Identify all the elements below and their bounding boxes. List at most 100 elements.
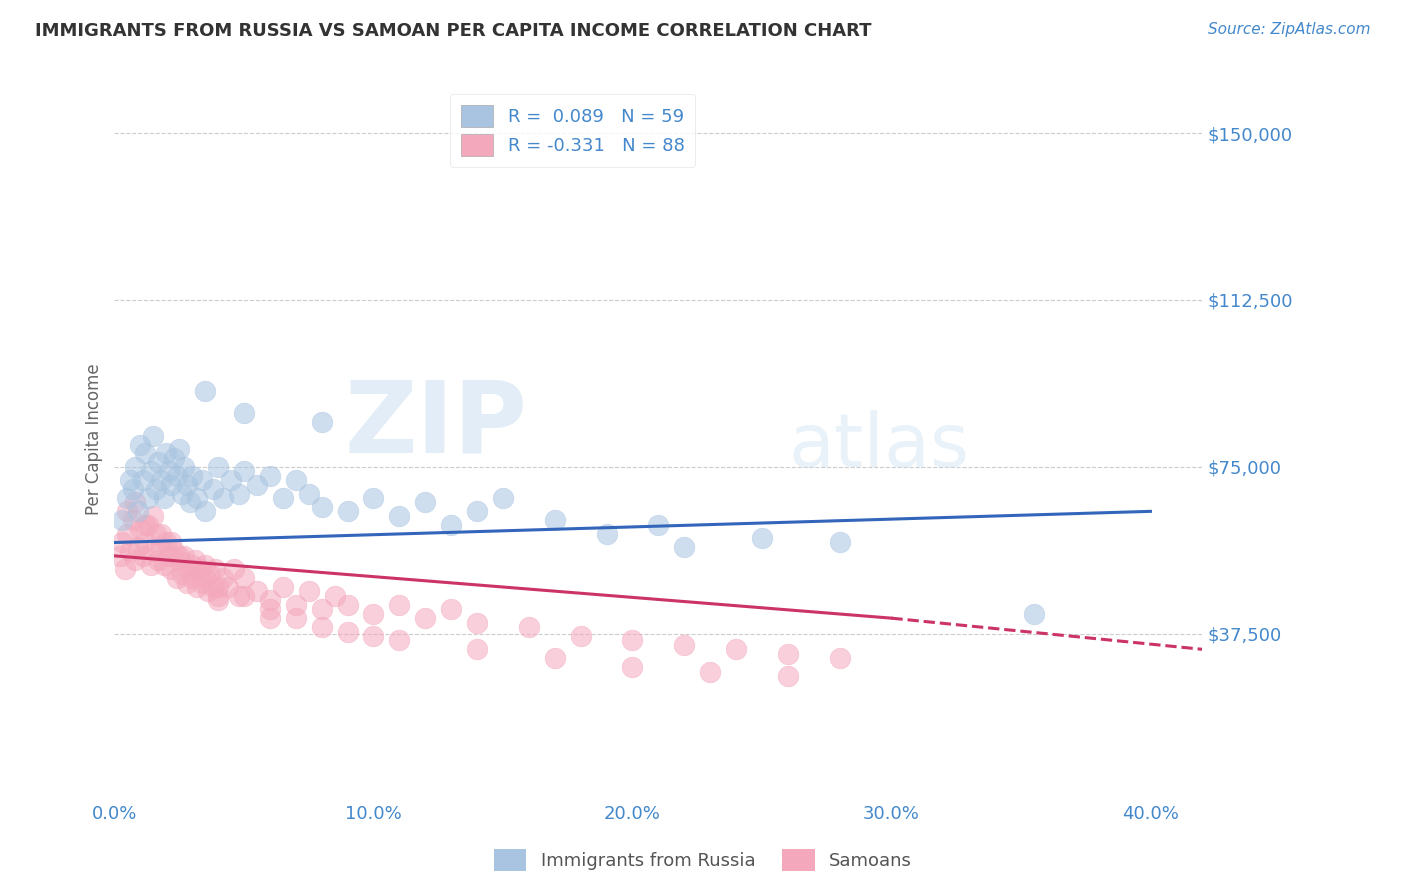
Point — [363, 491, 385, 505]
Point — [142, 508, 165, 523]
Point — [336, 598, 359, 612]
Point — [212, 491, 235, 505]
Point — [232, 571, 254, 585]
Point — [724, 642, 747, 657]
Point — [188, 562, 211, 576]
Point — [207, 593, 229, 607]
Point — [776, 669, 799, 683]
Point — [232, 589, 254, 603]
Point — [776, 647, 799, 661]
Point — [544, 651, 567, 665]
Point — [284, 473, 307, 487]
Point — [166, 571, 188, 585]
Point — [197, 584, 219, 599]
Point — [124, 553, 146, 567]
Point — [298, 584, 321, 599]
Point — [145, 482, 167, 496]
Point — [699, 665, 721, 679]
Point — [194, 571, 217, 585]
Point — [194, 384, 217, 399]
Point — [621, 633, 644, 648]
Point — [157, 464, 180, 478]
Point — [336, 504, 359, 518]
Point — [363, 607, 385, 621]
Point — [129, 437, 152, 451]
Point — [117, 491, 139, 505]
Point — [152, 558, 174, 572]
Point — [465, 504, 488, 518]
Point — [595, 526, 617, 541]
Point — [160, 535, 183, 549]
Point — [191, 473, 214, 487]
Text: atlas: atlas — [789, 409, 970, 483]
Point — [200, 566, 222, 581]
Point — [145, 526, 167, 541]
Point — [388, 598, 411, 612]
Point — [186, 491, 208, 505]
Point — [132, 473, 155, 487]
Point — [179, 562, 201, 576]
Text: ZIP: ZIP — [344, 376, 527, 473]
Point — [152, 491, 174, 505]
Point — [569, 629, 592, 643]
Point — [284, 598, 307, 612]
Point — [160, 562, 183, 576]
Point — [284, 611, 307, 625]
Point — [544, 513, 567, 527]
Point — [465, 615, 488, 630]
Point — [465, 642, 488, 657]
Point — [194, 504, 217, 518]
Point — [1022, 607, 1045, 621]
Point — [232, 464, 254, 478]
Point — [647, 517, 669, 532]
Point — [246, 477, 269, 491]
Point — [207, 580, 229, 594]
Point — [124, 459, 146, 474]
Point — [207, 459, 229, 474]
Point — [176, 575, 198, 590]
Point — [170, 486, 193, 500]
Point — [121, 513, 143, 527]
Point — [751, 531, 773, 545]
Point — [311, 500, 333, 514]
Point — [311, 620, 333, 634]
Point — [271, 580, 294, 594]
Point — [259, 611, 281, 625]
Point — [228, 589, 250, 603]
Point — [207, 589, 229, 603]
Point — [117, 526, 139, 541]
Point — [167, 553, 190, 567]
Point — [201, 580, 224, 594]
Point — [413, 495, 436, 509]
Point — [194, 558, 217, 572]
Point — [173, 459, 195, 474]
Point — [828, 535, 851, 549]
Point — [388, 508, 411, 523]
Point — [259, 602, 281, 616]
Point — [673, 540, 696, 554]
Point — [150, 526, 173, 541]
Point — [413, 611, 436, 625]
Point — [160, 477, 183, 491]
Y-axis label: Per Capita Income: Per Capita Income — [86, 363, 103, 515]
Point — [259, 593, 281, 607]
Point — [127, 504, 149, 518]
Point — [136, 517, 159, 532]
Text: IMMIGRANTS FROM RUSSIA VS SAMOAN PER CAPITA INCOME CORRELATION CHART: IMMIGRANTS FROM RUSSIA VS SAMOAN PER CAP… — [35, 22, 872, 40]
Text: Source: ZipAtlas.com: Source: ZipAtlas.com — [1208, 22, 1371, 37]
Point — [170, 566, 193, 581]
Point — [440, 517, 463, 532]
Point — [117, 504, 139, 518]
Point — [183, 553, 205, 567]
Point — [142, 544, 165, 558]
Point — [181, 558, 204, 572]
Point — [132, 549, 155, 563]
Point — [179, 495, 201, 509]
Point — [246, 584, 269, 599]
Point — [363, 629, 385, 643]
Point — [311, 415, 333, 429]
Point — [166, 468, 188, 483]
Point — [163, 544, 186, 558]
Point — [181, 468, 204, 483]
Point — [150, 473, 173, 487]
